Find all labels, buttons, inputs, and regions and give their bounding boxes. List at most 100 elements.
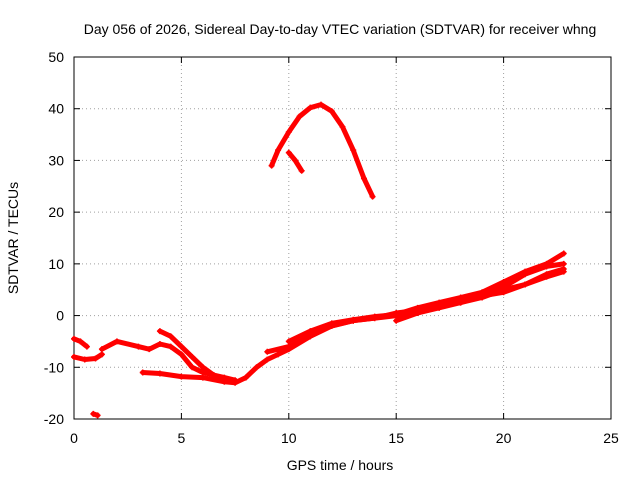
- data-point: [178, 373, 185, 380]
- data-point: [296, 113, 303, 120]
- data-point: [292, 157, 299, 164]
- data-point: [264, 348, 271, 355]
- data-point: [92, 355, 99, 362]
- x-tick-label: 0: [70, 430, 78, 446]
- data-point: [189, 353, 196, 360]
- data-point: [560, 250, 567, 257]
- data-point: [560, 266, 567, 273]
- data-point: [285, 338, 292, 345]
- x-tick-label: 15: [388, 430, 404, 446]
- data-point: [146, 346, 153, 353]
- data-point: [328, 320, 335, 327]
- y-tick-label: 30: [48, 152, 64, 168]
- data-point: [522, 268, 529, 275]
- data-point: [318, 101, 325, 108]
- data-point: [232, 379, 239, 386]
- data-point: [285, 128, 292, 135]
- data-point: [156, 341, 163, 348]
- data-point: [189, 364, 196, 371]
- data-point: [457, 299, 464, 306]
- data-point: [307, 333, 314, 340]
- data-point: [210, 372, 217, 379]
- data-point: [414, 309, 421, 316]
- series-arc-7: [286, 251, 567, 344]
- x-tick-label: 25: [603, 430, 619, 446]
- data-point: [328, 108, 335, 115]
- data-point: [199, 364, 206, 371]
- data-point: [268, 162, 275, 169]
- axis-ticks: 0 5 10 15 20 25 -20 -10 0 10 20 30 40 50: [44, 49, 619, 446]
- data-point: [457, 294, 464, 301]
- y-tick-label: 10: [48, 256, 64, 272]
- data-point: [298, 167, 305, 174]
- data-point: [307, 328, 314, 335]
- series-arc-2: [71, 351, 105, 362]
- data-point: [221, 378, 228, 385]
- data-point: [285, 149, 292, 156]
- data-point: [178, 343, 185, 350]
- series-arc-8: [393, 266, 567, 324]
- chart-title: Day 056 of 2026, Sidereal Day-to-day VTE…: [84, 21, 597, 37]
- data-point: [98, 351, 105, 358]
- series-arc-9: [269, 102, 376, 200]
- data-point: [253, 364, 260, 371]
- x-tick-label: 10: [281, 430, 297, 446]
- data-point: [275, 147, 282, 154]
- x-tick-label: 20: [496, 430, 512, 446]
- data-point: [156, 328, 163, 335]
- data-point: [83, 343, 90, 350]
- y-tick-label: -10: [44, 359, 64, 375]
- y-tick-label: 40: [48, 101, 64, 117]
- data-point: [560, 260, 567, 267]
- data-point: [414, 304, 421, 311]
- y-tick-label: 0: [56, 308, 64, 324]
- data-point: [522, 281, 529, 288]
- data-point: [371, 313, 378, 320]
- data-point: [543, 260, 550, 267]
- grid: [74, 57, 611, 419]
- data-point: [436, 302, 443, 309]
- data-point: [156, 370, 163, 377]
- data-point: [199, 374, 206, 381]
- data-point: [543, 271, 550, 278]
- data-point: [479, 292, 486, 299]
- data-point: [71, 353, 77, 360]
- data-point: [77, 338, 84, 345]
- data-point: [360, 175, 367, 182]
- data-point: [94, 412, 101, 419]
- data-point: [307, 104, 314, 111]
- data-point: [178, 351, 185, 358]
- data-point: [242, 374, 249, 381]
- data-point: [264, 356, 271, 363]
- data-point: [81, 356, 88, 363]
- data-point: [369, 193, 376, 200]
- data-point: [199, 369, 206, 376]
- data-point: [135, 343, 142, 350]
- data-point: [113, 338, 120, 345]
- data-point: [393, 317, 400, 324]
- y-tick-label: 20: [48, 204, 64, 220]
- data-point: [500, 284, 507, 291]
- data-point: [71, 335, 77, 342]
- data-point: [500, 278, 507, 285]
- data-point: [500, 289, 507, 296]
- y-axis-label: SDTVAR / TECUs: [5, 182, 21, 294]
- data-point: [139, 369, 146, 376]
- plot-frame: [73, 56, 612, 420]
- x-tick-label: 5: [178, 430, 186, 446]
- x-axis-label: GPS time / hours: [287, 457, 394, 473]
- series-arc-5: [157, 328, 217, 378]
- data-point: [285, 343, 292, 350]
- data-point: [275, 351, 282, 358]
- data-point: [167, 343, 174, 350]
- data-point: [98, 346, 105, 353]
- y-tick-label: 50: [48, 49, 64, 65]
- data-series: [71, 101, 567, 419]
- data-point: [350, 316, 357, 323]
- data-point: [339, 123, 346, 130]
- data-point: [350, 147, 357, 154]
- data-point: [393, 311, 400, 318]
- y-tick-label: -20: [44, 411, 64, 427]
- data-point: [167, 333, 174, 340]
